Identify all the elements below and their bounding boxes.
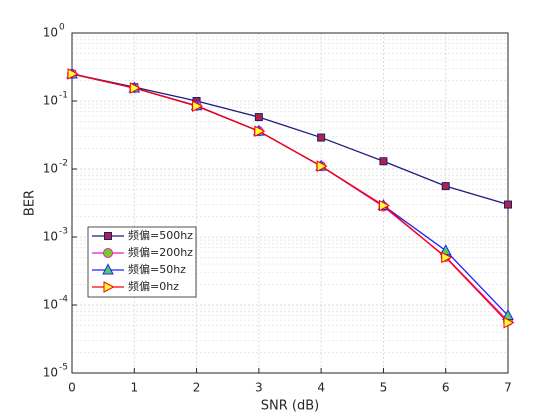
x-axis-title: SNR (dB) [261, 399, 319, 414]
marker [254, 113, 263, 122]
y-tick-exponent: -5 [59, 363, 68, 373]
x-tick-label: 0 [68, 381, 76, 395]
y-tick-exponent: -4 [59, 295, 68, 305]
x-tick-label: 7 [504, 381, 512, 395]
x-tick-label: 1 [130, 381, 138, 395]
y-tick-label: 10 [43, 230, 58, 244]
y-tick-label: 10 [43, 298, 58, 312]
y-tick-label: 10 [43, 366, 58, 380]
legend: 频偏=500hz 频偏=200hz 频偏=50hz 频偏=0hz [87, 226, 197, 298]
y-tick-label: 10 [43, 26, 58, 40]
marker [192, 100, 204, 112]
marker [129, 82, 141, 94]
marker [503, 316, 515, 329]
marker [378, 199, 391, 212]
marker [316, 160, 328, 173]
marker [104, 232, 112, 240]
y-tick-exponent: -3 [59, 227, 68, 237]
marker [504, 200, 512, 209]
marker [317, 133, 326, 142]
marker [441, 251, 453, 264]
y-tick-exponent: -1 [59, 91, 68, 101]
x-tick-label: 2 [193, 381, 201, 395]
y-tick-label: 10 [43, 94, 58, 108]
legend-label: 频偏=200hz [128, 245, 193, 259]
y-tick-exponent: -2 [59, 159, 68, 169]
legend-label: 频偏=500hz [128, 228, 193, 242]
marker [379, 157, 388, 166]
marker [103, 248, 113, 258]
x-tick-label: 4 [317, 381, 325, 395]
legend-label: 频偏=0hz [128, 279, 179, 293]
series-line [71, 73, 509, 324]
y-tick-label: 10 [43, 162, 58, 176]
marker [254, 125, 266, 137]
y-tick-exponent: 0 [59, 23, 65, 33]
x-tick-label: 6 [442, 381, 450, 395]
marker [102, 263, 114, 275]
marker [103, 281, 115, 293]
marker [441, 182, 450, 191]
x-tick-label: 3 [255, 381, 263, 395]
marker [67, 68, 79, 80]
x-tick-label: 5 [380, 381, 388, 395]
legend-label: 频偏=50hz [128, 262, 186, 276]
y-axis-title: BER [23, 190, 38, 216]
series-line [71, 73, 509, 206]
